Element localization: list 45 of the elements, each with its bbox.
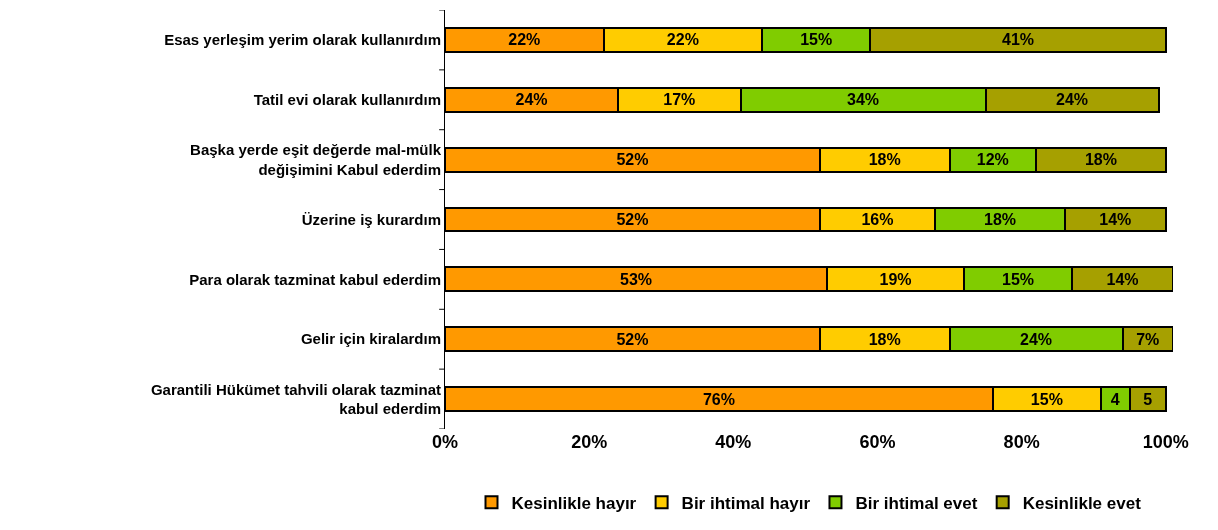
data-label: 52% [616,211,649,228]
data-label: 18% [1084,151,1117,169]
data-label: 15% [1002,270,1035,288]
legend-label: Kesinlikle hayır [511,493,637,513]
data-label: 24% [515,91,548,109]
y-tick-label: Başka yerde eşit değerde mal-mülk değişimini Kabul ederdim [190,141,442,178]
y-tick-label: Garantili Hükümet tahvili olarak tazminat kabul ederdim [150,380,441,418]
data-label: 14% [1099,211,1132,228]
data-label: 15% [1030,390,1063,408]
legend-label: Kesinlikle evet [1022,493,1142,513]
x-tick-label: 0% [431,432,459,452]
data-label: 16% [861,211,894,228]
data-label: 19% [879,270,912,288]
data-label: 4 [1110,390,1120,408]
data-label: 52% [616,330,649,348]
x-tick-label: 40% [715,432,752,452]
x-tick-label: 60% [859,432,896,452]
y-tick-label: Para olarak tazminat kabul ederdim [189,270,441,288]
data-label: 12% [976,151,1009,169]
data-label: 34% [847,91,880,109]
x-tick-label: 100% [1142,432,1189,452]
data-label: 22% [508,31,541,49]
y-tick-label: Gelir için kiralardım [300,330,441,348]
legend-label: Bir ihtimal evet [855,493,978,513]
x-tick-label: 80% [1003,432,1040,452]
y-tick-label: Üzerine iş kurardım [301,210,441,228]
data-label: 76% [702,390,735,408]
x-tick-label: 20% [571,432,608,452]
data-label: 22% [666,31,699,49]
data-label: 53% [619,270,653,288]
data-label: 18% [868,151,901,169]
data-label: 5 [1143,390,1153,408]
data-label: 52% [616,151,649,169]
data-label: 41% [1002,31,1035,49]
data-label: 24% [1020,330,1053,348]
legend-label: Bir ihtimal hayır [681,493,811,513]
data-label: 15% [800,31,833,49]
data-label: 14% [1106,270,1139,288]
data-label: 17% [663,91,696,109]
data-label: 24% [1056,91,1089,109]
y-tick-label: Tatil evi olarak kullanırdım [253,91,441,109]
data-label: 18% [868,330,901,348]
data-label: 7% [1136,330,1160,348]
y-tick-label: Esas yerleşim yerim olarak kullanırdım [164,31,441,49]
data-label: 18% [983,211,1017,228]
